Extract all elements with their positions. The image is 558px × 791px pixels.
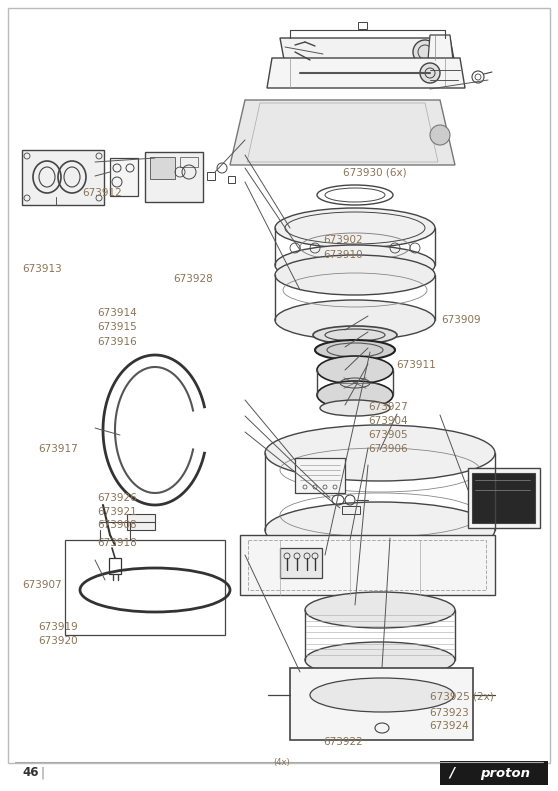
Bar [342, 506, 360, 514]
Bar [248, 540, 486, 590]
Text: 673919: 673919 [38, 623, 78, 632]
Bar [150, 157, 175, 179]
Bar [65, 540, 225, 635]
Polygon shape [267, 58, 465, 88]
Ellipse shape [305, 642, 455, 678]
Bar [472, 473, 535, 523]
Text: 673920: 673920 [38, 636, 78, 645]
Text: proton: proton [480, 766, 530, 779]
Ellipse shape [430, 125, 450, 145]
Bar [110, 158, 138, 196]
Ellipse shape [313, 326, 397, 344]
Bar [228, 176, 235, 183]
Text: 673916: 673916 [98, 337, 137, 346]
Ellipse shape [317, 381, 393, 409]
Bar [468, 468, 540, 528]
Text: 673906: 673906 [368, 445, 408, 454]
Bar [295, 458, 345, 493]
Polygon shape [280, 38, 455, 65]
Bar [180, 157, 198, 167]
Text: 673918: 673918 [98, 538, 137, 547]
Text: 673905: 673905 [368, 430, 408, 440]
Bar [240, 535, 495, 595]
Text: 673925 (2x): 673925 (2x) [430, 691, 493, 701]
Text: 673912: 673912 [83, 188, 122, 198]
Bar [290, 668, 473, 740]
Text: 673924: 673924 [430, 721, 469, 731]
Bar [280, 548, 322, 578]
Bar [22, 150, 104, 205]
Bar [207, 172, 215, 180]
Text: 673917: 673917 [38, 445, 78, 454]
Ellipse shape [310, 678, 454, 712]
Polygon shape [230, 100, 455, 165]
Bar [127, 514, 155, 530]
Ellipse shape [275, 208, 435, 248]
Text: 673930 (6x): 673930 (6x) [343, 168, 407, 177]
Text: 673921: 673921 [98, 507, 137, 517]
Text: 673908: 673908 [98, 520, 137, 530]
Ellipse shape [320, 400, 390, 416]
Text: 673904: 673904 [368, 416, 408, 426]
Text: 673911: 673911 [396, 361, 436, 370]
Ellipse shape [265, 502, 495, 558]
Text: 673915: 673915 [98, 323, 137, 332]
Ellipse shape [265, 425, 495, 481]
Ellipse shape [317, 356, 393, 384]
Ellipse shape [305, 592, 455, 628]
Text: 673914: 673914 [98, 308, 137, 318]
Text: 673928: 673928 [173, 274, 213, 284]
Polygon shape [428, 35, 453, 60]
Bar [145, 152, 203, 202]
Ellipse shape [275, 300, 435, 340]
Text: 673923: 673923 [430, 709, 469, 718]
Text: 673922: 673922 [324, 737, 363, 747]
Text: (4x): (4x) [273, 758, 290, 767]
Text: 673926: 673926 [98, 494, 137, 503]
Ellipse shape [420, 63, 440, 83]
Bar [440, 761, 548, 785]
Ellipse shape [275, 245, 435, 285]
Text: |: | [40, 766, 44, 779]
Text: 673910: 673910 [324, 250, 363, 259]
Bar [109, 558, 121, 574]
Text: 673907: 673907 [22, 581, 62, 590]
Bar [358, 22, 367, 29]
Text: 673902: 673902 [324, 236, 363, 245]
Text: 673927: 673927 [368, 402, 408, 411]
Text: 673913: 673913 [22, 264, 62, 274]
Ellipse shape [315, 340, 395, 360]
Text: /: / [449, 766, 455, 780]
Ellipse shape [413, 40, 437, 64]
Ellipse shape [275, 255, 435, 295]
Text: 673909: 673909 [441, 316, 480, 325]
Text: 46: 46 [22, 766, 39, 779]
